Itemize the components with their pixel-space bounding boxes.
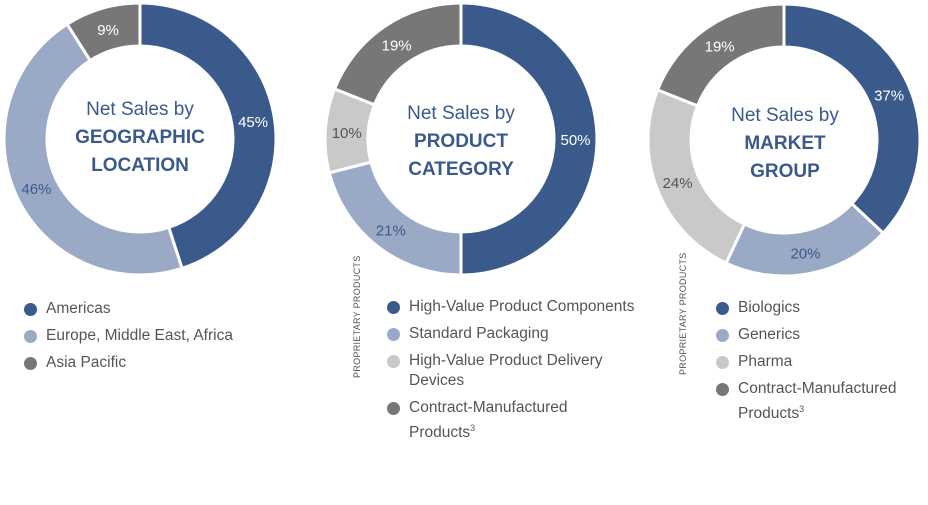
chart1-center-title: Net Sales by GEOGRAPHIC LOCATION <box>75 99 205 176</box>
legend-dot-icon <box>24 303 37 316</box>
legend-item: Americas <box>24 299 233 319</box>
legend-label: Europe, Middle East, Africa <box>46 327 233 344</box>
legend-item: Contract-Manufactured Products3 <box>716 379 928 424</box>
donut-data-label-3-3: 24% <box>663 175 693 192</box>
donut-slice-3-1 <box>782 2 922 236</box>
donut-slice-1-3 <box>65 1 142 63</box>
legend-dot-icon <box>716 383 729 396</box>
donut-data-label-3-2: 20% <box>790 245 820 262</box>
donut-data-label-2-3: 10% <box>332 125 362 142</box>
chart2-legend: High-Value Product Components Standard P… <box>387 297 677 443</box>
legend-label: Pharma <box>738 353 793 370</box>
donut-slice-3-4 <box>655 2 786 108</box>
donut-data-label-1-2: 46% <box>21 181 51 198</box>
donut-data-label-3-1: 37% <box>874 88 904 105</box>
legend-dot-icon <box>387 402 400 415</box>
legend-item: Asia Pacific <box>24 353 233 373</box>
legend-item: Standard Packaging <box>387 324 677 344</box>
legend-dot-icon <box>24 330 37 343</box>
legend-item: Europe, Middle East, Africa <box>24 326 233 346</box>
footnote-marker: 3 <box>470 423 476 433</box>
legend-label: High-Value Product Delivery Devices <box>409 352 603 389</box>
donut-slice-2-1 <box>459 1 599 277</box>
chart2-center-title: Net Sales by PRODUCT CATEGORY <box>407 103 515 180</box>
chart3-legend: Biologics Generics Pharma Contract-Manuf… <box>716 298 921 424</box>
legend-dot-icon <box>24 357 37 370</box>
legend-dot-icon <box>387 301 400 314</box>
legend-label: Standard Packaging <box>409 325 549 342</box>
legend-dot-icon <box>387 355 400 368</box>
legend-label: Americas <box>46 300 111 317</box>
donut-data-label-2-1: 50% <box>560 132 590 149</box>
donut-slice-1-2 <box>2 22 184 277</box>
donut-slice-1-1 <box>138 1 278 271</box>
legend-label: Biologics <box>738 299 801 316</box>
donut-data-label-2-4: 19% <box>382 37 412 54</box>
donut-data-label-3-4: 19% <box>705 38 735 55</box>
donut-data-label-2-2: 21% <box>376 222 406 239</box>
legend-label: Generics <box>738 326 801 343</box>
legend-label: Contract-Manufactured Products <box>738 380 897 423</box>
chart2-proprietary-products-label: PROPRIETARY PRODUCTS <box>352 255 362 378</box>
donut-slice-2-4 <box>332 1 463 107</box>
donut-data-label-1-1: 45% <box>238 114 268 131</box>
donut-data-label-1-3: 9% <box>97 22 119 39</box>
legend-label: Asia Pacific <box>46 354 127 371</box>
legend-dot-icon <box>716 329 729 342</box>
chart1-legend: Americas Europe, Middle East, Africa Asi… <box>24 299 233 373</box>
legend-dot-icon <box>716 302 729 315</box>
legend-label: Contract-Manufactured Products <box>409 399 568 442</box>
footnote-marker: 3 <box>799 404 805 414</box>
chart3-proprietary-products-label: PROPRIETARY PRODUCTS <box>678 252 688 375</box>
donut-charts: 45% 46% 9% 50% 21% 10% 19% 37% 20% 24% 19% <box>2 1 922 278</box>
legend-dot-icon <box>387 328 400 341</box>
legend-item: Contract-Manufactured Products3 <box>387 398 594 443</box>
legend-item: High-Value Product Delivery Devices <box>387 351 649 391</box>
legend-item: Biologics <box>716 298 921 318</box>
legend-item: Generics <box>716 325 921 345</box>
legend-label: High-Value Product Components <box>409 298 635 315</box>
donut-slice-3-2 <box>724 201 886 278</box>
legend-dot-icon <box>716 356 729 369</box>
legend-item: Pharma <box>716 352 921 372</box>
legend-item: High-Value Product Components <box>387 297 677 317</box>
chart3-center-title: Net Sales by MARKET GROUP <box>731 105 839 182</box>
